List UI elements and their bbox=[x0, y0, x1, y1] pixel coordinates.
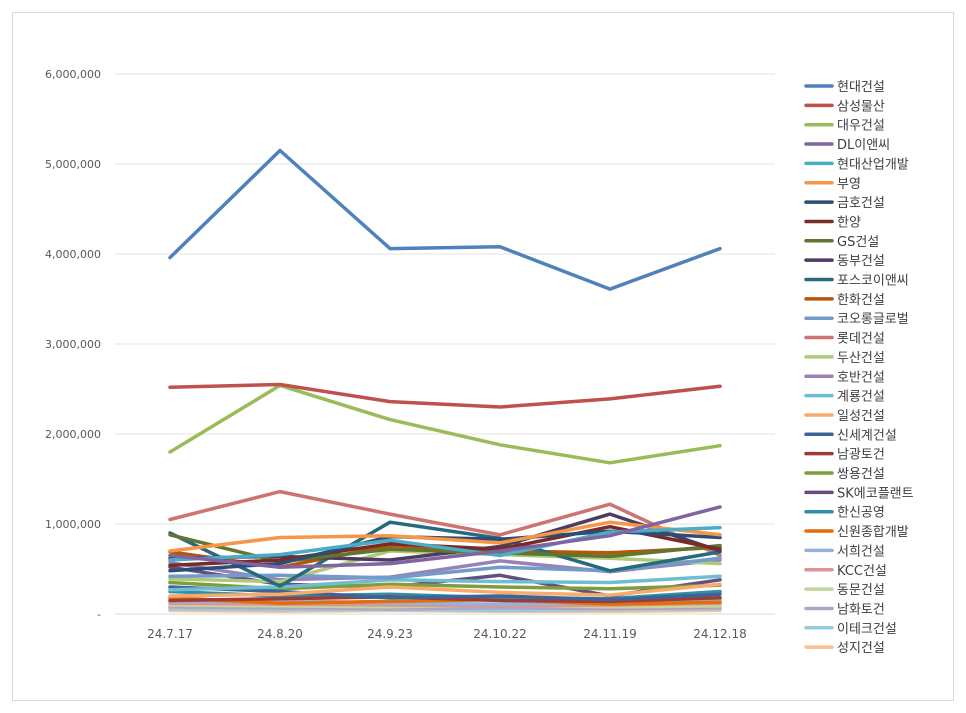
series-line bbox=[168, 148, 722, 291]
legend-label: 신세계건설 bbox=[837, 428, 897, 443]
legend-label: 성지건설 bbox=[837, 641, 885, 656]
x-tick-label: 24.8.20 bbox=[257, 627, 303, 641]
series-line bbox=[168, 520, 722, 588]
legend-label: 두산건설 bbox=[837, 351, 885, 366]
gridlines bbox=[115, 73, 775, 615]
legend-label: 남화토건 bbox=[837, 602, 885, 617]
legend-label: 일성건설 bbox=[837, 409, 885, 424]
series-line bbox=[168, 595, 722, 604]
y-tick-label: 1,000,000 bbox=[45, 518, 101, 531]
legend-label: 현대건설 bbox=[837, 80, 885, 95]
legend-label: 대우건설 bbox=[837, 119, 885, 134]
y-tick-label: 4,000,000 bbox=[45, 248, 101, 261]
legend-label: 동부건설 bbox=[837, 254, 885, 269]
series-line bbox=[168, 505, 722, 569]
series-line bbox=[168, 596, 722, 606]
legend-label: 금호건설 bbox=[837, 196, 885, 211]
y-tick-label: 6,000,000 bbox=[45, 68, 101, 81]
x-tick-label: 24.7.17 bbox=[147, 627, 193, 641]
series-line bbox=[168, 533, 722, 564]
legend-label: 한신공영 bbox=[837, 506, 885, 521]
series-lines bbox=[168, 148, 722, 614]
legend-label: 코오롱글로벌 bbox=[837, 312, 909, 327]
legend-label: 포스코이앤씨 bbox=[837, 274, 909, 289]
series-line bbox=[168, 383, 722, 465]
series-line bbox=[168, 574, 722, 592]
series-line bbox=[168, 585, 722, 602]
y-tick-label: 2,000,000 bbox=[45, 428, 101, 441]
legend-label: 남광토건 bbox=[837, 448, 885, 463]
series-line bbox=[168, 582, 722, 598]
series-line bbox=[168, 605, 722, 611]
legend-label: 쌍용건설 bbox=[837, 467, 885, 482]
legend-label: GS건설 bbox=[837, 235, 879, 250]
y-tick-label: 5,000,000 bbox=[45, 158, 101, 171]
legend-label: 이테크건설 bbox=[837, 622, 897, 637]
series-line bbox=[168, 382, 722, 409]
legend-label: 서희건설 bbox=[837, 544, 885, 559]
legend-label: DL이앤씨 bbox=[837, 138, 890, 153]
y-tick-label: 3,000,000 bbox=[45, 338, 101, 351]
legend-label: 동문건설 bbox=[837, 583, 885, 598]
legend-label: KCC건설 bbox=[837, 564, 887, 579]
legend-label: 한화건설 bbox=[837, 293, 885, 308]
y-axis: - 1,000,000 2,000,000 3,000,000 4,000,000 5,0… bbox=[45, 68, 101, 621]
series-line bbox=[168, 489, 722, 558]
y-tick-label: - bbox=[97, 608, 101, 621]
legend-label: 롯데건설 bbox=[837, 332, 885, 347]
legend-label: 계룡건설 bbox=[837, 390, 885, 405]
x-axis: 24.7.17 24.8.20 24.9.23 24.10.22 24.11.19 24.… bbox=[147, 627, 747, 641]
legend-label: 호반건설 bbox=[837, 370, 885, 385]
legend-label: 현대산업개발 bbox=[837, 157, 909, 172]
legend-label: 부영 bbox=[837, 177, 861, 192]
x-tick-label: 24.9.23 bbox=[367, 627, 413, 641]
x-tick-label: 24.11.19 bbox=[583, 627, 636, 641]
legend-label: 신원종합개발 bbox=[837, 525, 909, 540]
legend-label: 삼성물산 bbox=[837, 99, 885, 114]
x-tick-label: 24.12.18 bbox=[693, 627, 746, 641]
x-tick-label: 24.10.22 bbox=[473, 627, 526, 641]
legend-label: 한양 bbox=[837, 215, 861, 230]
legend-label: SK에코플랜트 bbox=[837, 486, 914, 501]
series-line bbox=[168, 520, 722, 553]
